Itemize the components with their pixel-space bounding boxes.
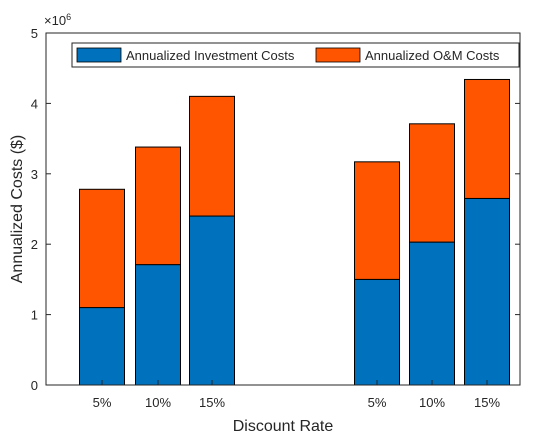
x-tick-label: 10% [145,395,171,410]
y-axis-multiplier: ×106 [44,12,71,28]
legend-label-om: Annualized O&M Costs [365,48,500,63]
bar-investment-1-3 [189,215,235,386]
x-axis-title: Discount Rate [233,418,334,435]
y-tick-label: 4 [31,96,38,111]
bar-om-1-2 [135,146,181,266]
bar-investment-1-1 [79,307,125,386]
x-tick-label: 5% [368,395,387,410]
x-tick-label: 15% [199,395,225,410]
bar-om-2-3 [464,78,510,199]
x-tick-label: 15% [474,395,500,410]
y-tick-label: 2 [31,237,38,252]
y-tick-label: 3 [31,167,38,182]
bar-investment-2-2 [409,241,455,386]
y-axis: 0 1 2 3 4 5 [31,26,520,393]
bar-om-2-1 [354,161,400,280]
plot-frame [45,32,521,386]
y-tick-label: 0 [31,378,38,393]
multiplier-base: ×10 [44,13,66,28]
bar-investment-1-2 [135,264,181,386]
y-tick-label: 5 [31,26,38,41]
multiplier-exponent: 6 [66,12,71,22]
bar-investment-2-1 [354,278,400,386]
legend-label-investment: Annualized Investment Costs [126,48,295,63]
bar-om-2-2 [409,123,455,243]
legend-box [71,42,520,68]
x-tick-label: 5% [93,395,112,410]
bars-layer [79,78,510,386]
legend: Annualized Investment Costs Annualized O… [71,42,520,68]
bar-investment-2-3 [464,197,510,386]
y-axis-title: Annualized Costs ($) [9,135,26,284]
legend-swatch-om [315,47,361,63]
x-tick-label: 10% [419,395,445,410]
legend-swatch-investment [76,47,122,63]
bar-om-1-1 [79,188,125,309]
bar-om-1-3 [189,95,235,217]
y-tick-label: 1 [31,308,38,323]
x-axis: 5% 10% 15% 5% 10% 15% [93,380,500,410]
